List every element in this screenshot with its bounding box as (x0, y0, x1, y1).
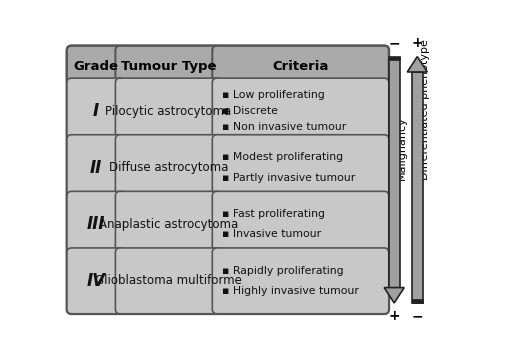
Polygon shape (384, 288, 404, 303)
FancyBboxPatch shape (116, 135, 222, 200)
Text: ▪ Invasive tumour: ▪ Invasive tumour (222, 229, 321, 240)
Text: Differentiated phenotype: Differentiated phenotype (420, 39, 430, 180)
Text: Pilocytic astrocytoma: Pilocytic astrocytoma (106, 105, 232, 117)
FancyBboxPatch shape (212, 46, 389, 87)
FancyBboxPatch shape (116, 191, 222, 257)
FancyBboxPatch shape (67, 248, 124, 314)
FancyBboxPatch shape (212, 248, 389, 314)
Text: ▪ Highly invasive tumour: ▪ Highly invasive tumour (222, 286, 359, 296)
Polygon shape (389, 57, 400, 288)
FancyBboxPatch shape (67, 135, 124, 200)
FancyBboxPatch shape (212, 135, 389, 200)
Text: ▪ Rapidly proliferating: ▪ Rapidly proliferating (222, 266, 343, 276)
Text: Grade: Grade (74, 60, 118, 73)
Text: −: − (388, 36, 400, 51)
Text: ▪ Modest proliferating: ▪ Modest proliferating (222, 152, 343, 162)
FancyBboxPatch shape (116, 46, 222, 87)
Text: Malignancy: Malignancy (397, 116, 407, 180)
Text: Criteria: Criteria (272, 60, 329, 73)
Text: ▪ Low proliferating: ▪ Low proliferating (222, 90, 324, 100)
FancyBboxPatch shape (67, 46, 124, 87)
Text: IV: IV (86, 272, 106, 290)
FancyBboxPatch shape (212, 191, 389, 257)
FancyBboxPatch shape (67, 46, 389, 314)
Text: I: I (93, 102, 99, 120)
Text: +: + (412, 36, 423, 51)
Text: −: − (412, 309, 423, 323)
Text: II: II (90, 159, 102, 177)
Text: ▪ Discrete: ▪ Discrete (222, 106, 277, 116)
Text: ▪ Fast proliferating: ▪ Fast proliferating (222, 209, 324, 219)
Text: Diffuse astrocytoma: Diffuse astrocytoma (109, 161, 228, 174)
FancyBboxPatch shape (67, 78, 124, 144)
FancyBboxPatch shape (116, 78, 222, 144)
Polygon shape (389, 57, 400, 61)
Text: Tumour Type: Tumour Type (121, 60, 216, 73)
Text: Anaplastic astrocytoma: Anaplastic astrocytoma (99, 218, 238, 231)
Polygon shape (412, 299, 423, 303)
Polygon shape (412, 72, 423, 303)
Text: Glioblastoma multiforme: Glioblastoma multiforme (95, 274, 242, 287)
Text: ▪ Non invasive tumour: ▪ Non invasive tumour (222, 122, 346, 132)
FancyBboxPatch shape (116, 248, 222, 314)
Polygon shape (407, 57, 427, 72)
Text: +: + (388, 309, 400, 323)
FancyBboxPatch shape (212, 78, 389, 144)
FancyBboxPatch shape (67, 191, 124, 257)
Text: III: III (87, 215, 105, 233)
Text: ▪ Partly invasive tumour: ▪ Partly invasive tumour (222, 173, 355, 183)
